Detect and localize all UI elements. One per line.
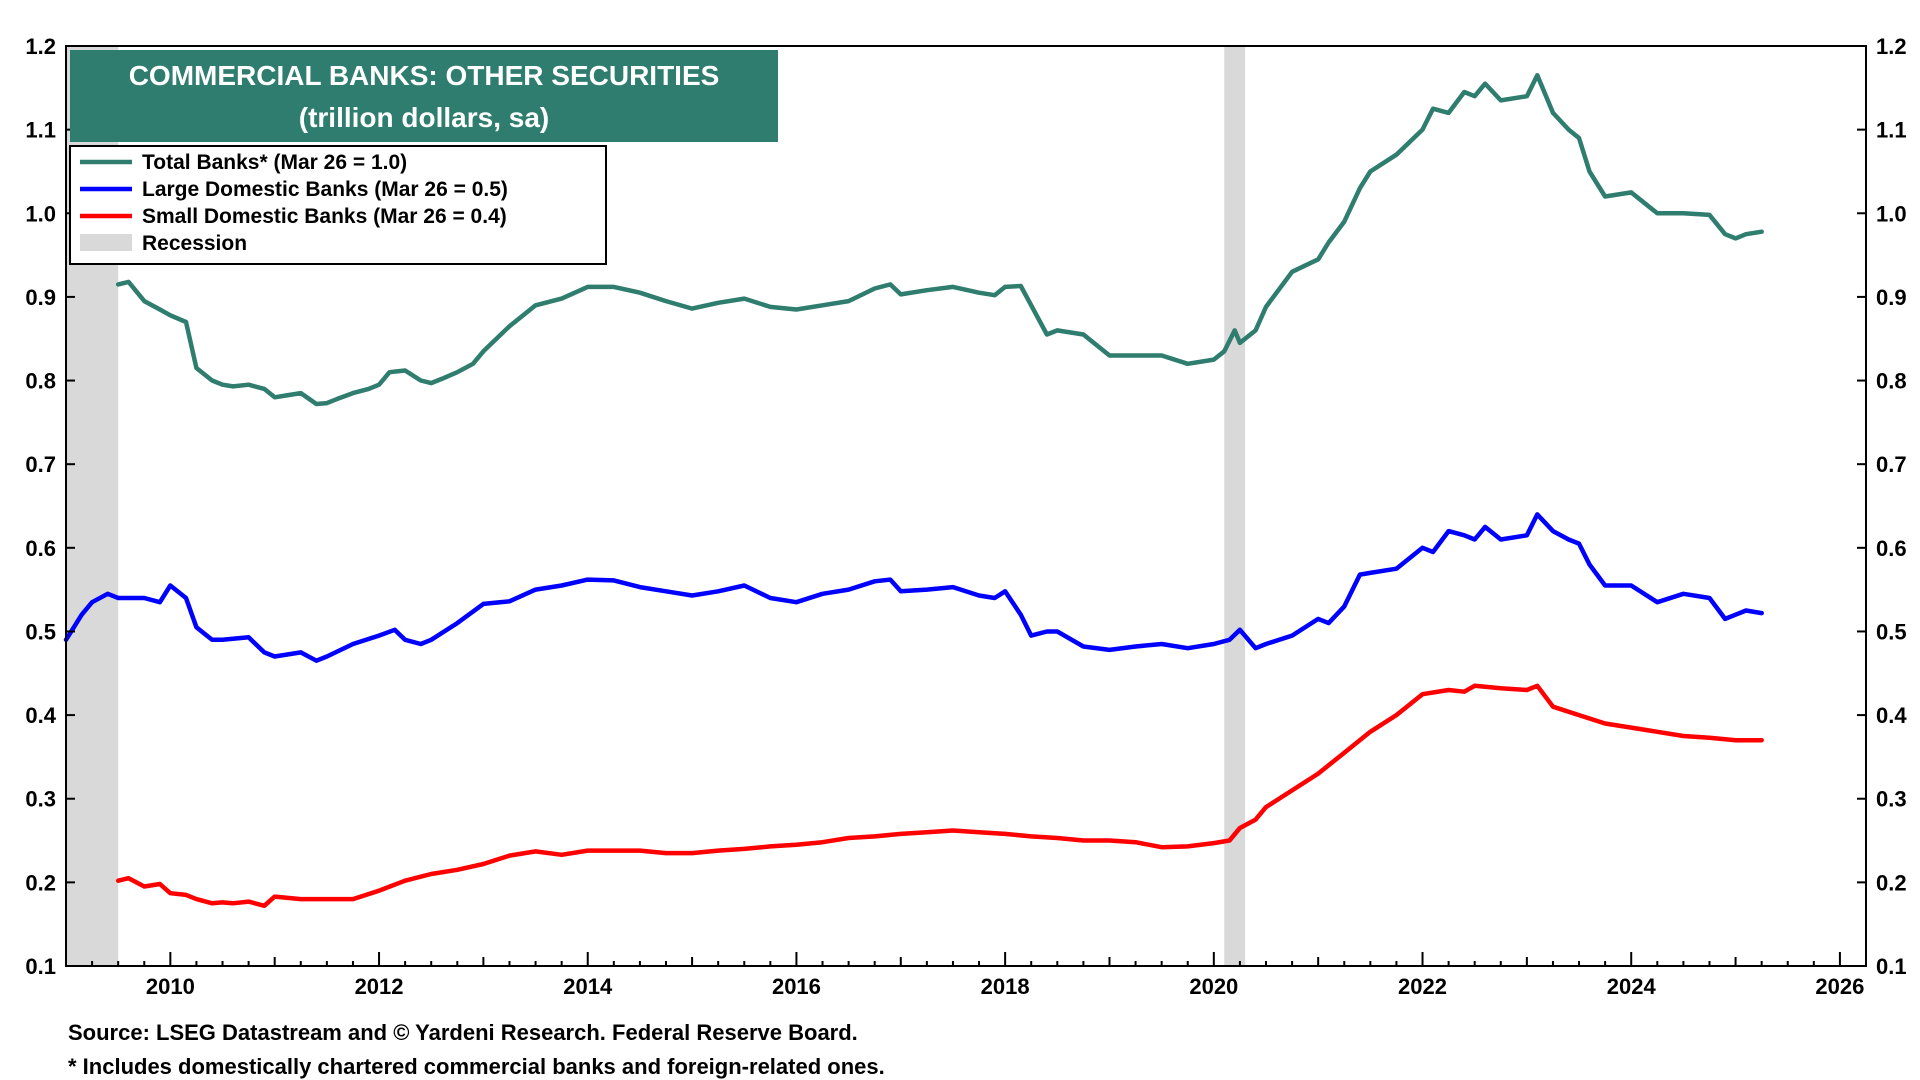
y-tick-label-right: 0.8 [1876, 369, 1907, 394]
x-tick-label: 2014 [563, 974, 613, 999]
y-tick-label-right: 1.0 [1876, 201, 1907, 226]
y-tick-label-left: 0.2 [25, 870, 56, 895]
x-tick-label: 2018 [981, 974, 1030, 999]
y-tick-label-right: 0.1 [1876, 954, 1907, 979]
y-tick-label-right: 0.9 [1876, 285, 1907, 310]
plot-frame [65, 45, 1867, 967]
legend-label-recession: Recession [142, 232, 247, 255]
series-line-small [115, 683, 1764, 909]
y-tick-label-left: 0.6 [25, 536, 56, 561]
x-tick-label: 2016 [772, 974, 821, 999]
footnote: * Includes domestically chartered commer… [68, 1054, 885, 1079]
series-line-total [115, 73, 1764, 407]
y-tick-label-right: 0.2 [1876, 870, 1907, 895]
y-tick-label-right: 0.6 [1876, 536, 1907, 561]
x-tick-label: 2012 [355, 974, 404, 999]
legend-label-total: Total Banks* (Mar 26 = 1.0) [142, 151, 407, 174]
y-tick-label-left: 1.0 [25, 201, 56, 226]
recession-band-1 [1224, 46, 1246, 966]
y-tick-label-left: 0.4 [25, 703, 56, 728]
y-tick-label-left: 0.7 [25, 452, 56, 477]
x-tick-label: 2026 [1815, 974, 1864, 999]
legend: Total Banks* (Mar 26 = 1.0) Large Domesti… [69, 145, 607, 265]
y-tick-label-left: 0.5 [25, 619, 56, 644]
axis-layer: 0.1 0.1 0.2 0.2 0.3 0.3 0.4 0.4 0.5 0.5 0.6 0.6 0.7 0… [25, 34, 1907, 999]
y-tick-label-left: 0.8 [25, 369, 56, 394]
y-tick-label-right: 0.3 [1876, 787, 1907, 812]
x-tick-label: 2024 [1607, 974, 1657, 999]
y-tick-label-left: 0.3 [25, 787, 56, 812]
y-tick-label-left: 0.9 [25, 285, 56, 310]
title-box: COMMERCIAL BANKS: OTHER SECURITIES (tril… [70, 50, 778, 142]
legend-box [69, 145, 607, 265]
x-tick-label: 2022 [1398, 974, 1447, 999]
series-line-large [63, 512, 1764, 663]
legend-label-large: Large Domestic Banks (Mar 26 = 0.5) [142, 178, 508, 201]
legend-items: Total Banks* (Mar 26 = 1.0) Large Domesti… [80, 151, 508, 255]
chart-title: COMMERCIAL BANKS: OTHER SECURITIES [129, 60, 720, 91]
y-tick-label-right: 1.2 [1876, 34, 1907, 59]
title-background [70, 50, 778, 142]
y-tick-label-right: 0.4 [1876, 703, 1907, 728]
y-tick-label-right: 1.1 [1876, 118, 1907, 143]
y-tick-label-left: 0.1 [25, 954, 56, 979]
source-note: Source: LSEG Datastream and © Yardeni Re… [68, 1020, 858, 1045]
x-tick-label: 2020 [1189, 974, 1238, 999]
y-tick-label-left: 1.2 [25, 34, 56, 59]
y-tick-label-right: 0.7 [1876, 452, 1907, 477]
chart-subtitle: (trillion dollars, sa) [299, 102, 549, 133]
x-tick-label: 2010 [146, 974, 195, 999]
legend-swatch-recession [80, 234, 132, 251]
y-tick-label-right: 0.5 [1876, 619, 1907, 644]
series-layer [63, 73, 1764, 909]
legend-label-small: Small Domestic Banks (Mar 26 = 0.4) [142, 205, 507, 228]
y-tick-label-left: 1.1 [25, 118, 56, 143]
